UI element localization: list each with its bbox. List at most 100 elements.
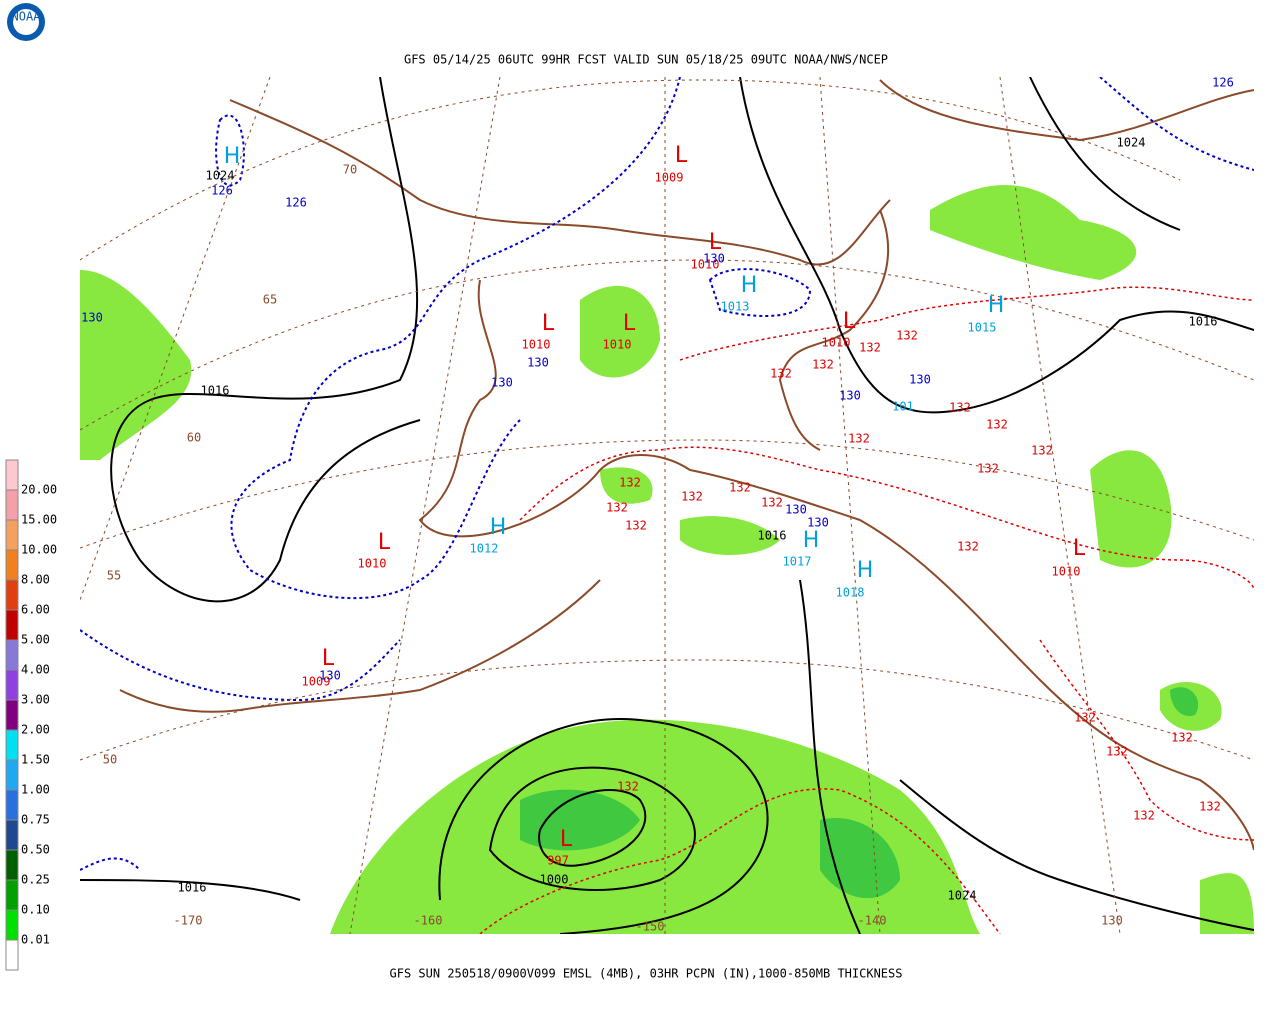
contour-label: -170 xyxy=(174,914,203,928)
contour-label: 130 xyxy=(839,389,861,403)
contour-label: -160 xyxy=(414,914,443,928)
legend-label: 10.00 xyxy=(21,543,57,557)
contour-label: 130 xyxy=(491,376,513,390)
contour-label: 1015 xyxy=(968,321,997,335)
legend: 20.00 15.00 10.00 8.00 6.00 5.00 4.00 3.00 2.00 1… xyxy=(5,459,57,971)
contour-label: 126 xyxy=(285,196,307,210)
low-marker: L xyxy=(675,143,688,168)
contour-label: 130 xyxy=(81,311,103,325)
contour-label: 50 xyxy=(103,753,117,767)
contour-label: 132 xyxy=(761,496,783,510)
legend-label: 0.25 xyxy=(21,873,50,887)
contour-label: 65 xyxy=(263,293,277,307)
legend-label: 2.00 xyxy=(21,723,50,737)
low-marker: L xyxy=(322,646,335,671)
legend-label: 1.00 xyxy=(21,783,50,797)
legend-label: 0.01 xyxy=(21,933,50,947)
legend-swatch xyxy=(5,789,19,821)
legend-swatch xyxy=(5,819,19,851)
legend-swatch xyxy=(5,939,19,971)
low-marker: L xyxy=(709,230,722,255)
contour-label: 1009 xyxy=(655,171,684,185)
high-marker: H xyxy=(224,144,241,169)
legend-swatch xyxy=(5,699,19,731)
legend-swatch xyxy=(5,489,19,521)
contour-label: 132 xyxy=(949,401,971,415)
contour-label: 1016 xyxy=(1189,315,1218,329)
title: GFS 05/14/25 06UTC 99HR FCST VALID SUN 0… xyxy=(404,53,888,67)
contour-label: 1024 xyxy=(1117,136,1146,150)
contour-label: 132 xyxy=(770,367,792,381)
thickness-132 xyxy=(479,286,1254,934)
legend-swatch xyxy=(5,759,19,791)
legend-label: 4.00 xyxy=(21,663,50,677)
contour-label: 101 xyxy=(892,400,914,414)
legend-swatch xyxy=(5,849,19,881)
logo-text: NOAA xyxy=(12,10,42,24)
contour-label: 1016 xyxy=(201,384,230,398)
contour-label: 130 xyxy=(703,252,725,266)
contour-label: 130 xyxy=(807,516,829,530)
isobar xyxy=(80,77,1254,934)
high-marker: H xyxy=(741,273,758,298)
contour-label: 130 xyxy=(319,669,341,683)
contour-label: 132 xyxy=(859,341,881,355)
contour-label: 132 xyxy=(957,540,979,554)
contour-label: 130 xyxy=(1101,914,1123,928)
precip-heavy xyxy=(520,687,1199,899)
contour-label: 60 xyxy=(187,431,201,445)
legend-label: 0.10 xyxy=(21,903,50,917)
low-marker: L xyxy=(623,311,636,336)
legend-swatch xyxy=(5,609,19,641)
legend-swatch xyxy=(5,549,19,581)
contour-label: 132 xyxy=(848,432,870,446)
high-marker: H xyxy=(803,528,820,553)
low-marker: L xyxy=(1073,536,1086,561)
contour-label: 55 xyxy=(107,569,121,583)
contour-label: 1012 xyxy=(470,542,499,556)
contour-label: 132 xyxy=(625,519,647,533)
low-marker: L xyxy=(542,311,555,336)
high-marker: H xyxy=(490,515,507,540)
contour-label: 70 xyxy=(343,163,357,177)
contour-label: 1009 xyxy=(302,675,331,689)
legend-swatch xyxy=(5,729,19,761)
contour-label: 1018 xyxy=(836,586,865,600)
contour-label: 132 xyxy=(617,780,639,794)
legend-swatch xyxy=(5,879,19,911)
contour-label: 132 xyxy=(606,501,628,515)
contour-label: 132 xyxy=(896,329,918,343)
contour-label: 1024 xyxy=(206,169,235,183)
contour-label: 997 xyxy=(547,854,569,868)
contour-label: 132 xyxy=(977,462,999,476)
thickness-126-130 xyxy=(80,77,1254,871)
contour-label: 132 xyxy=(1074,711,1096,725)
contour-label: 1010 xyxy=(1052,565,1081,579)
low-marker: L xyxy=(378,530,391,555)
contour-label: 130 xyxy=(909,373,931,387)
contour-label: 132 xyxy=(1106,745,1128,759)
high-marker: H xyxy=(857,558,874,583)
contour-label: 132 xyxy=(1031,444,1053,458)
contour-label: 1010 xyxy=(603,338,632,352)
contour-label: 132 xyxy=(812,358,834,372)
contour-label: 1013 xyxy=(721,300,750,314)
contour-label: -140 xyxy=(858,914,887,928)
map-body xyxy=(80,77,1254,934)
contour-label: 130 xyxy=(785,503,807,517)
contour-label: 126 xyxy=(1212,76,1234,90)
contour-label: 132 xyxy=(986,418,1008,432)
contour-label: 126 xyxy=(211,184,233,198)
legend-swatch xyxy=(5,579,19,611)
contour-label: 132 xyxy=(681,490,703,504)
contour-label: 132 xyxy=(619,476,641,490)
contour-label: 1017 xyxy=(783,555,812,569)
contour-label: 1010 xyxy=(522,338,551,352)
contour-label: 1016 xyxy=(178,881,207,895)
contour-label: 1010 xyxy=(358,557,387,571)
contour-label: 1024 xyxy=(948,889,977,903)
legend-label: 8.00 xyxy=(21,573,50,587)
